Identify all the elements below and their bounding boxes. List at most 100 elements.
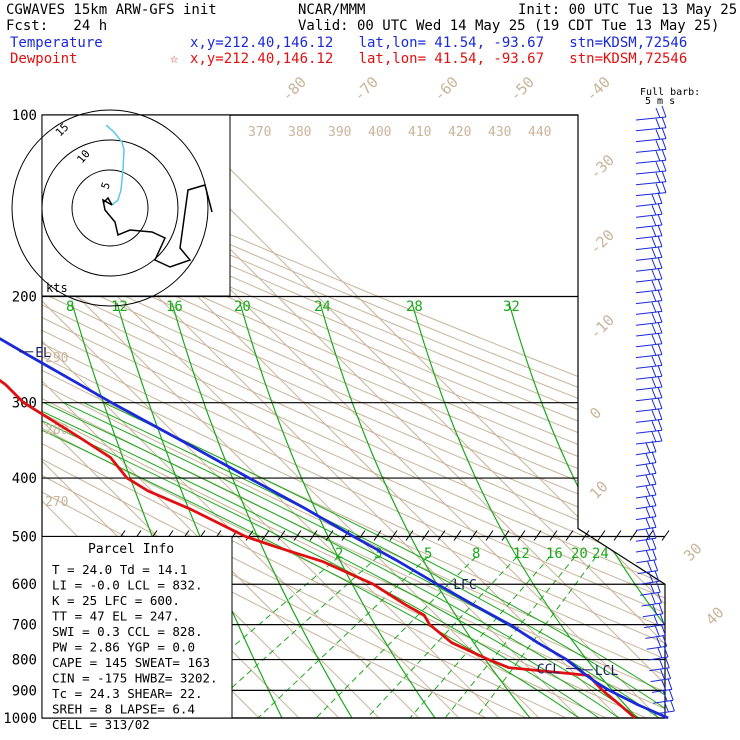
mixing-ratio-dashed — [257, 556, 429, 718]
pressure-tick-label: 200 — [12, 290, 37, 306]
wind-barb-shaft — [635, 224, 663, 229]
wind-barb-shaft — [635, 440, 663, 445]
wind-barb-flag — [648, 572, 654, 583]
pressure-tick-label: 700 — [12, 618, 37, 634]
wind-barb-flag — [657, 192, 663, 204]
wind-barb-shaft — [641, 602, 662, 607]
mixing-ratio-label: 24 — [592, 546, 609, 562]
mixing-ratio-label: 3 — [374, 546, 382, 562]
theta-label: 280 — [45, 423, 68, 438]
wind-barb-flag — [657, 311, 663, 323]
hatch-mark — [549, 530, 558, 541]
mixing-ratio-line — [239, 302, 436, 718]
wind-barb-shaft — [635, 159, 667, 164]
wind-barb-flag — [662, 691, 668, 702]
wind-barb-flag — [661, 170, 667, 182]
parcel-info-row: SWI = 0.3 CCL = 828. — [52, 624, 203, 639]
valid-time: Valid: 00 UTC Wed 14 May 25 (19 CDT Tue … — [298, 18, 720, 34]
wind-barb-flag — [664, 701, 669, 713]
wind-barb-shaft — [635, 289, 663, 294]
wind-barb-flag — [651, 226, 657, 237]
wind-barb-flag — [655, 151, 661, 162]
wind-barb-flag — [655, 107, 661, 119]
mixing-ratio-line — [411, 302, 638, 718]
wind-barb-flag — [660, 669, 666, 680]
mixing-ratio-dashed — [148, 556, 340, 718]
moist-adiabat — [103, 402, 665, 718]
dewpoint-profile — [0, 378, 636, 720]
hodograph-trace-low — [105, 124, 125, 206]
wind-barb-flag — [651, 334, 657, 345]
wind-barb-shaft — [635, 364, 663, 369]
wind-barb-flag — [655, 118, 661, 129]
isotherm-label: -40 — [582, 73, 614, 105]
wind-barb-flag — [657, 235, 663, 247]
parcel-info-background — [41, 535, 233, 719]
dry-adiabat — [42, 115, 665, 718]
wind-barb-shaft — [635, 332, 663, 337]
wind-barb-flag — [654, 570, 660, 582]
wind-barb-shaft — [635, 256, 663, 261]
wind-barb-shaft — [649, 667, 670, 672]
annotation-label: LCL — [595, 664, 619, 679]
wind-barb-shaft — [646, 645, 667, 650]
pressure-tick-label: 800 — [12, 653, 37, 669]
wind-barb-flag — [661, 181, 667, 193]
hatch-mark — [437, 530, 446, 541]
wind-barb-flag — [657, 203, 663, 215]
wind-barb-shaft — [635, 138, 667, 143]
wind-barb-flag — [655, 161, 661, 173]
wind-barb-shaft — [635, 116, 667, 121]
wind-barb-flag — [651, 248, 657, 259]
parcel-info-row: PW = 2.86 YGP = 0.0 — [52, 640, 195, 655]
theta-label: 370 — [248, 125, 271, 140]
wind-barb-flag — [651, 313, 657, 324]
dewpoint-label: Dewpoint — [10, 51, 78, 67]
hatch-mark — [565, 530, 574, 541]
mixing-ratio-dashed — [409, 556, 551, 718]
wind-barb-flag — [658, 602, 664, 614]
wind-barb-flag — [651, 280, 657, 291]
wind-barb-flag — [651, 494, 657, 506]
wind-barb-flag — [651, 269, 657, 281]
wind-barb-shaft — [650, 678, 671, 683]
mixing-ratio-label: 12 — [513, 546, 530, 562]
dry-adiabat — [42, 115, 665, 718]
hatch-mark — [501, 530, 510, 541]
annotation-label: EL — [35, 346, 51, 361]
init-time: Init: 00 UTC Tue 13 May 25 — [518, 2, 738, 18]
dry-adiabat — [42, 115, 665, 718]
hodograph-ring — [41, 139, 179, 277]
isotherm-label: 10 — [586, 477, 612, 503]
wind-barb-flag — [647, 561, 653, 572]
wind-barb-flag — [651, 367, 657, 378]
wind-barb-flag — [645, 539, 651, 551]
wind-barb-flag — [657, 365, 663, 377]
wind-barb-flag — [651, 302, 657, 313]
pressure-tick-label: 1000 — [3, 711, 37, 727]
wind-barb-flag — [661, 105, 667, 118]
isotherm — [42, 115, 473, 718]
wind-barb-flag — [657, 591, 662, 604]
hodograph-ring — [11, 109, 209, 307]
theta-label: 270 — [45, 495, 68, 510]
isotherm-label: -10 — [586, 311, 618, 343]
wind-barb-flag — [661, 159, 667, 172]
wind-barb-flag — [645, 485, 651, 497]
pressure-tick-label: 100 — [12, 108, 37, 124]
wind-barb-shaft — [635, 181, 667, 186]
hatch-mark — [373, 530, 382, 541]
wind-barbs: Full barb:5 m s — [635, 87, 700, 715]
wind-barb-flag — [653, 615, 659, 626]
temperature-profile — [0, 337, 669, 720]
wind-barb-flag — [651, 516, 657, 528]
barb-legend: Full barb: — [640, 87, 700, 98]
wind-barb-flag — [645, 496, 651, 507]
moist-adiabat — [83, 402, 665, 718]
wind-barb-shaft — [651, 688, 672, 693]
wind-barb-shaft — [635, 127, 667, 132]
wind-barb-shaft — [635, 300, 663, 305]
center-title: NCAR/MMM — [298, 2, 366, 18]
